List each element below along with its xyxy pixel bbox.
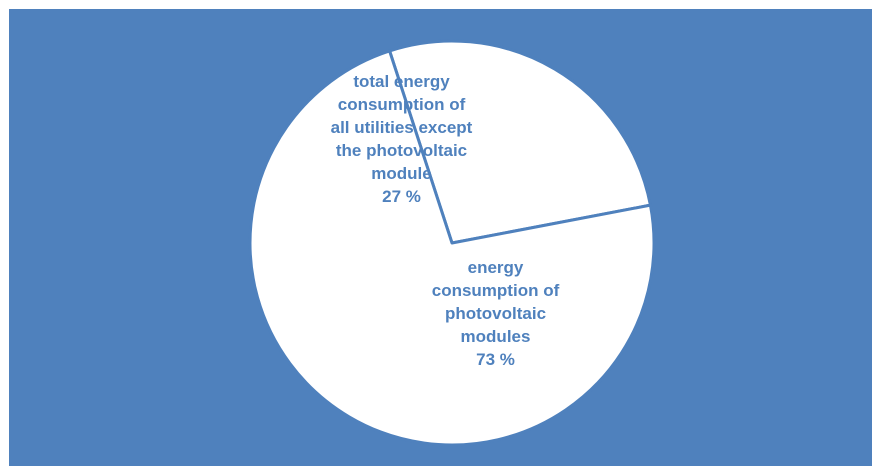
pie-chart bbox=[248, 39, 656, 447]
chart-area: total energy consumption of all utilitie… bbox=[9, 9, 872, 466]
pie-slice-utilities bbox=[388, 39, 652, 245]
slice-value-label: 73 % bbox=[476, 350, 515, 369]
label-line: photovoltaic bbox=[444, 304, 547, 323]
slice-value-label: 27 % bbox=[382, 187, 421, 206]
label-line: consumption of bbox=[337, 95, 466, 114]
label-line: module bbox=[371, 164, 432, 183]
label-line: all utilities except bbox=[330, 118, 473, 137]
label-line: energy bbox=[467, 258, 524, 277]
pie-slice-photovoltaic bbox=[248, 49, 656, 447]
label-line: total energy bbox=[353, 72, 450, 91]
label-line: the photovoltaic bbox=[335, 141, 468, 160]
slice-label-utilities: total energy consumption of all utilitie… bbox=[309, 70, 494, 208]
label-line: consumption of bbox=[431, 281, 560, 300]
slice-label-photovoltaic: energy consumption of photovoltaic modul… bbox=[413, 256, 578, 371]
label-line: modules bbox=[460, 327, 531, 346]
